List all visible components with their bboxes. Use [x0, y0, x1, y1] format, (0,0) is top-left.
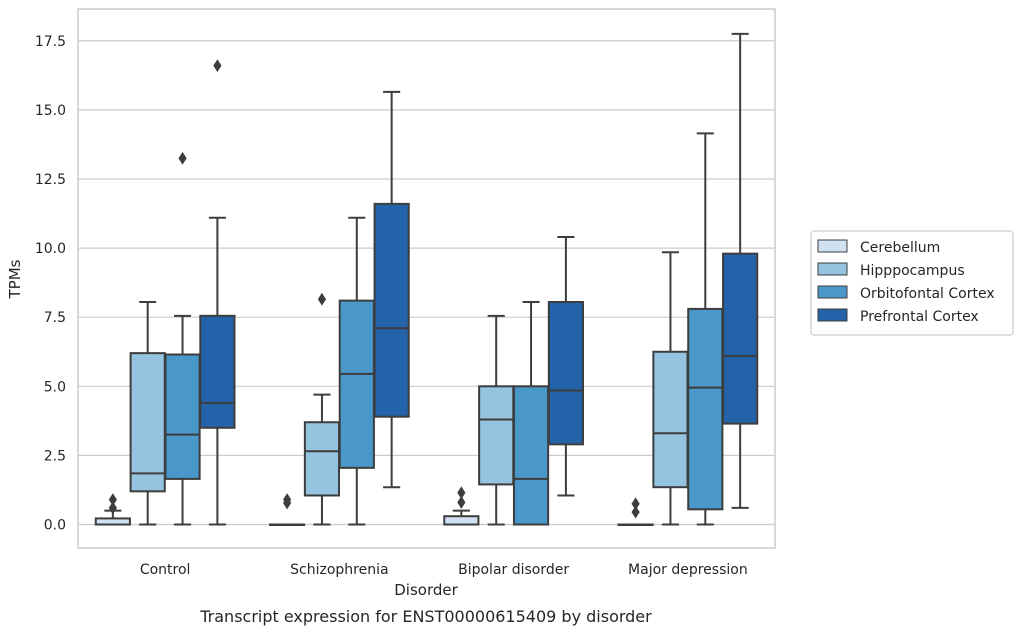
box-iqr	[652, 350, 689, 489]
x-tick-label: Control	[140, 562, 191, 578]
box-cerebellum	[269, 493, 306, 527]
box-iqr	[547, 300, 584, 446]
legend-swatch	[817, 239, 848, 253]
box-iqr	[129, 352, 166, 493]
y-tick-label: 17.5	[35, 34, 66, 50]
x-tick-labels: Control Schizophrenia Bipolar disorder Majo…	[140, 562, 748, 578]
legend-swatch	[817, 308, 848, 322]
box-hipppocampus	[652, 251, 689, 526]
y-tick-label: 5.0	[44, 379, 66, 395]
x-tick-label: Bipolar disorder	[458, 562, 569, 578]
box-orbitofontal-cortex	[687, 132, 724, 526]
box-iqr	[338, 299, 375, 469]
x-tick-label: Schizophrenia	[290, 562, 388, 578]
box-iqr	[303, 421, 341, 497]
legend-label: Cerebellum	[860, 240, 940, 256]
outlier-point	[631, 497, 640, 511]
outlier-point	[108, 501, 117, 515]
box-orbitofontal-cortex	[164, 151, 201, 526]
y-tick-label: 10.0	[35, 241, 66, 257]
box-hipppocampus	[303, 292, 341, 526]
box-cerebellum	[443, 486, 480, 526]
y-tick-label: 15.0	[35, 103, 66, 119]
box-iqr	[373, 202, 410, 418]
box-hipppocampus	[129, 300, 166, 526]
box-iqr	[687, 307, 724, 511]
plot-frame	[77, 8, 776, 549]
y-tick-label: 7.5	[44, 310, 66, 326]
box-iqr	[722, 252, 759, 425]
outlier-point	[457, 495, 466, 509]
y-tick-label: 0.0	[44, 518, 66, 534]
box-prefrontal-cortex	[373, 90, 410, 489]
legend-swatch	[817, 285, 848, 299]
y-axis-title: TPMs	[6, 259, 24, 299]
y-tick-label: 2.5	[44, 448, 66, 464]
legend-label: Prefrontal Cortex	[860, 309, 979, 325]
outlier-point	[631, 505, 640, 519]
outlier-point	[213, 59, 222, 73]
x-tick-label: Major depression	[628, 562, 748, 578]
box-series-group	[94, 32, 759, 527]
box-orbitofontal-cortex	[512, 300, 550, 526]
box-iqr	[199, 314, 236, 429]
legend-swatch	[817, 262, 848, 276]
box-cerebellum	[94, 493, 131, 526]
outlier-point	[317, 292, 327, 306]
box-iqr	[478, 385, 515, 486]
outlier-point	[457, 486, 466, 500]
legend-label: Orbitofontal Cortex	[860, 286, 995, 302]
box-iqr	[164, 353, 201, 480]
box-prefrontal-cortex	[547, 236, 584, 497]
box-hipppocampus	[478, 314, 515, 526]
legend-label: Hipppocampus	[860, 263, 965, 279]
outlier-point	[178, 151, 187, 165]
legend-frame	[810, 230, 1014, 336]
box-iqr	[443, 515, 480, 526]
y-tick-label: 12.5	[35, 172, 66, 188]
box-prefrontal-cortex	[199, 59, 236, 526]
box-orbitofontal-cortex	[338, 216, 375, 526]
box-prefrontal-cortex	[722, 32, 759, 509]
box-cerebellum	[617, 497, 654, 527]
plot-border	[77, 8, 776, 549]
x-axis-title: Disorder	[394, 581, 458, 599]
legend: Cerebellum Hipppocampus Orbitofontal Corte…	[810, 230, 1014, 336]
outlier-point	[283, 493, 292, 507]
outlier-point	[108, 493, 117, 507]
y-tick-labels: 0.0 2.5 5.0 7.5 10.0 12.5 15.0 17.5	[35, 34, 66, 534]
box-iqr	[512, 385, 550, 526]
chart-caption: Transcript expression for ENST0000061540…	[199, 607, 652, 626]
